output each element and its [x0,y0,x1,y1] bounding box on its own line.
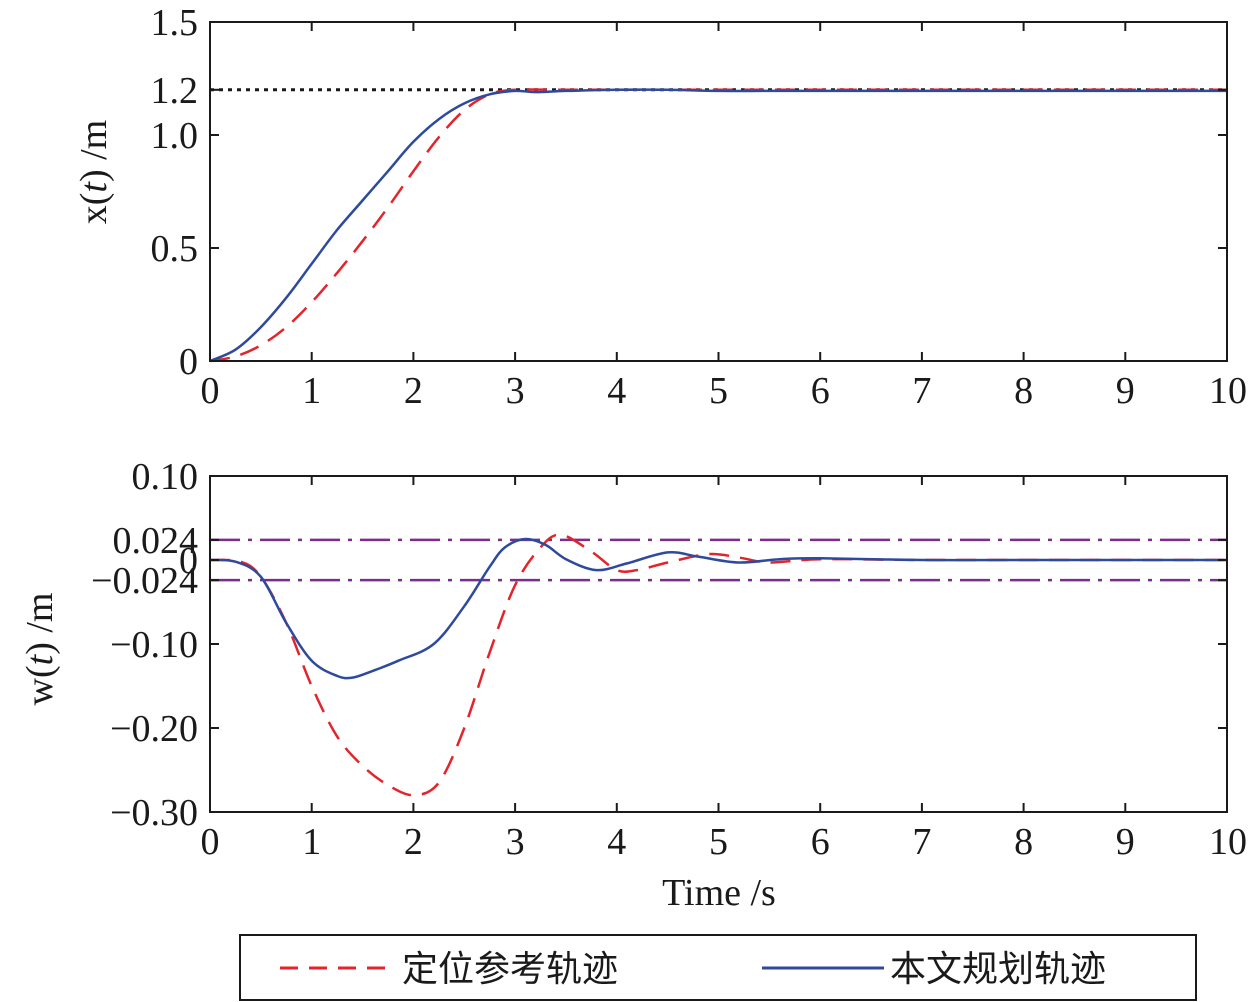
position-x-tick-label: 5 [709,370,728,412]
deflection-y-tick-label: 0.10 [132,456,199,498]
deflection-y-tick-label: −0.20 [110,708,198,750]
deflection-y-tick-label: 0 [179,540,198,582]
position-plot-frame [209,21,1228,362]
deflection-series-planned [209,537,1227,680]
position-x-tick-label: 3 [506,370,525,412]
position-x-tick-label: 9 [1116,370,1135,412]
deflection-x-tick-label: 7 [912,821,931,863]
deflection-y-axis-label: w(t) /m [19,593,61,706]
deflection-plot-frame [209,475,1228,813]
legend-box [239,934,1197,1001]
position-x-tick-label: 8 [1014,370,1033,412]
position-x-tick-label: 6 [811,370,830,412]
legend-label-planned: 本文规划轨迹 [890,949,1106,990]
legend: 定位参考轨迹 本文规划轨迹 [239,934,1197,1001]
position-series-planned [209,88,1227,363]
deflection-x-tick-label: 3 [506,821,525,863]
deflection-y-tick-label: −0.024 [91,560,198,602]
deflection-x-tick-label: 2 [404,821,423,863]
deflection-y-tick-label: 0.024 [113,520,199,562]
position-plot: 0 1 2 3 4 5 6 7 8 9 10 0 0.5 1.01.2 1.5 x(t) /m [73,2,1247,412]
deflection-y-tick-label: −0.30 [110,792,198,834]
position-x-tick-label: 10 [1209,370,1247,412]
deflection-x-tick-label: 6 [811,821,830,863]
deflection-x-tick-label: 0 [201,821,220,863]
position-y-axis-label: x(t) /m [73,120,115,225]
deflection-x-tick-label: 9 [1116,821,1135,863]
position-y-tick-label: 1.5 [151,2,199,44]
position-y-tick-label: 1.2 [151,70,199,112]
deflection-x-tick-label: 4 [607,821,626,863]
position-x-tick-label: 1 [302,370,321,412]
deflection-plot: 0 1 2 3 4 5 6 7 8 9 100.100.0240−0.024−0.10−0.20−0… [19,456,1247,914]
deflection-x-tick-label: 1 [302,821,321,863]
position-x-tick-label: 2 [404,370,423,412]
position-y-tick-label: 0.5 [151,228,199,270]
position-y-tick-label: 0 [179,341,198,383]
x-axis-label: Time /s [662,872,776,914]
legend-label-reference: 定位参考轨迹 [402,949,618,990]
position-x-tick-label: 4 [607,370,626,412]
position-x-tick-label: 0 [201,370,220,412]
position-y-tick-label: 1.0 [151,115,199,157]
deflection-x-tick-label: 10 [1209,821,1247,863]
position-series-reference [209,88,1227,363]
deflection-x-tick-label: 8 [1014,821,1033,863]
deflection-x-tick-label: 5 [709,821,728,863]
deflection-y-tick-label: −0.10 [110,624,198,666]
deflection-series-reference [209,533,1227,797]
position-x-tick-label: 7 [912,370,931,412]
